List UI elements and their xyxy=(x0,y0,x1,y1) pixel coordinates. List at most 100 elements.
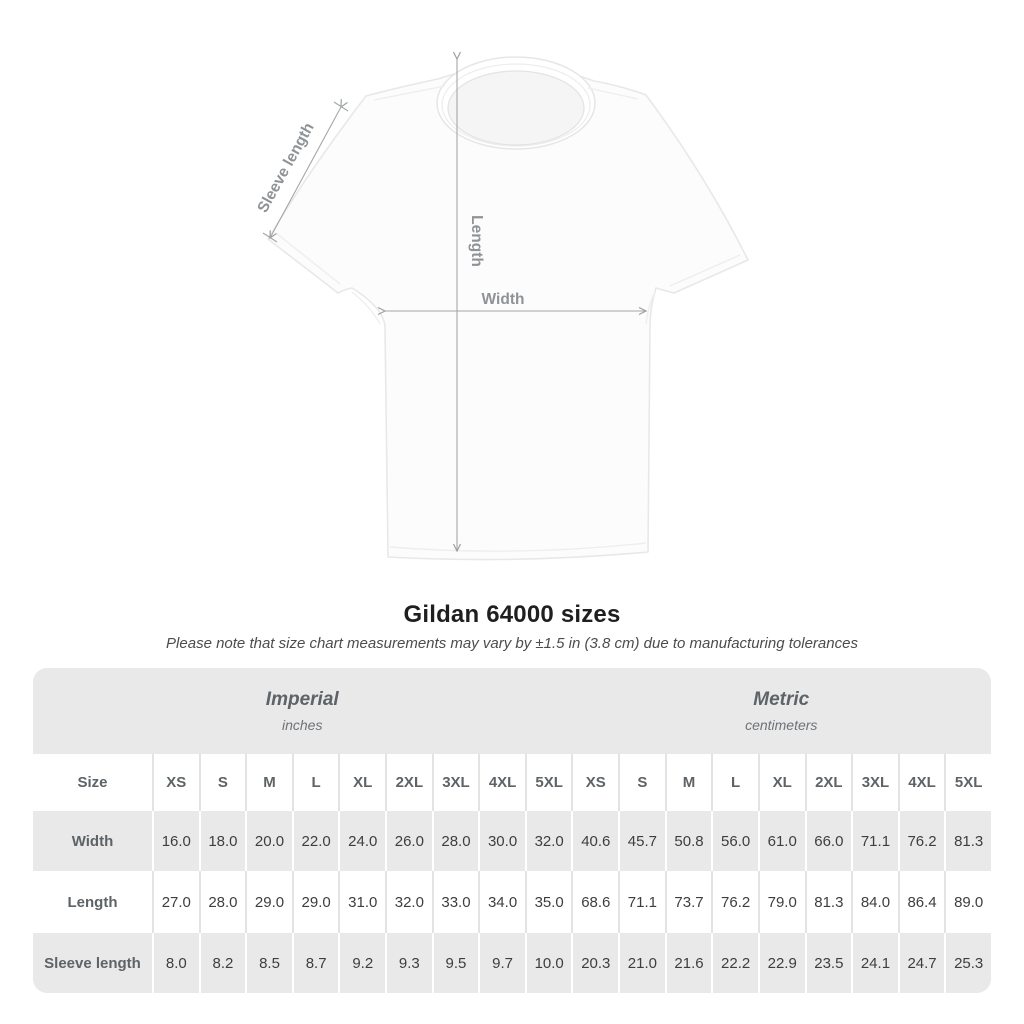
size-col-header-imperial: XS xyxy=(152,754,199,811)
size-col-header-imperial: L xyxy=(291,754,339,811)
measurement-value-cell: 18.0 xyxy=(198,811,246,871)
size-col-header-imperial: S xyxy=(198,754,246,811)
measurement-value-cell: 8.0 xyxy=(152,933,199,993)
measurement-value-cell: 10.0 xyxy=(524,933,572,993)
imperial-group-unit: inches xyxy=(282,717,323,733)
size-col-header-imperial: 2XL xyxy=(385,754,432,811)
size-chart-table: Imperial inches Metric centimeters Size … xyxy=(33,668,991,993)
size-col-header-imperial: XL xyxy=(338,754,386,811)
size-col-header-imperial: 3XL xyxy=(431,754,479,811)
measurement-value-cell: 9.7 xyxy=(478,933,525,993)
measurement-value-cell: 71.1 xyxy=(618,871,665,933)
measurement-value-cell: 29.0 xyxy=(291,871,339,933)
metric-group-header: Metric centimeters xyxy=(571,668,991,754)
measurement-value-cell: 68.6 xyxy=(571,871,619,933)
page-title: Gildan 64000 sizes xyxy=(403,601,621,628)
size-col-header-metric: 4XL xyxy=(897,754,945,811)
tshirt-illustration xyxy=(267,56,749,561)
unit-group-header-row: Imperial inches Metric centimeters xyxy=(33,668,991,754)
measurement-value-cell: 79.0 xyxy=(757,871,805,933)
measurement-value-cell: 32.0 xyxy=(385,871,432,933)
size-col-header-metric: 3XL xyxy=(851,754,898,811)
measurement-value-cell: 73.7 xyxy=(664,871,712,933)
measurement-value-cell: 21.0 xyxy=(618,933,665,993)
measurement-row: Sleeve length 8.0 8.2 8.5 8.7 9.2 9.3 9.5 9.7 10.… xyxy=(33,933,991,993)
measurement-value-cell: 22.2 xyxy=(711,933,758,993)
width-label: Width xyxy=(482,291,525,308)
size-corner-header: Size xyxy=(33,754,152,811)
measurement-value-cell: 9.5 xyxy=(431,933,479,993)
measurement-value-cell: 28.0 xyxy=(198,871,246,933)
measurement-value-cell: 22.0 xyxy=(291,811,339,871)
size-col-header-metric: M xyxy=(664,754,712,811)
size-col-header-imperial: 4XL xyxy=(478,754,525,811)
measurement-value-cell: 23.5 xyxy=(804,933,852,993)
size-chart-table-container: Imperial inches Metric centimeters Size … xyxy=(33,668,991,993)
measurement-value-cell: 25.3 xyxy=(944,933,991,993)
measurement-value-cell: 32.0 xyxy=(524,811,572,871)
measurement-value-cell: 30.0 xyxy=(478,811,525,871)
measurement-value-cell: 84.0 xyxy=(851,871,898,933)
measurement-value-cell: 20.3 xyxy=(571,933,619,993)
measurement-value-cell: 61.0 xyxy=(757,811,805,871)
measurement-value-cell: 40.6 xyxy=(571,811,619,871)
collar-band xyxy=(441,63,591,147)
measurement-value-cell: 56.0 xyxy=(711,811,758,871)
collar-opening xyxy=(447,70,585,146)
sleeve-length-arrow xyxy=(270,107,341,238)
measurement-value-cell: 20.0 xyxy=(245,811,292,871)
measurement-value-cell: 34.0 xyxy=(478,871,525,933)
length-label: Length xyxy=(468,215,485,267)
size-col-header-metric: 5XL xyxy=(944,754,991,811)
measurement-value-cell: 16.0 xyxy=(152,811,199,871)
measurement-value-cell: 24.0 xyxy=(338,811,386,871)
shirt-seams xyxy=(275,85,741,552)
measurement-row-label: Sleeve length xyxy=(33,933,152,993)
measurement-value-cell: 86.4 xyxy=(897,871,945,933)
size-col-header-metric: XL xyxy=(757,754,805,811)
sleeve-arrow-top-tick xyxy=(333,101,349,112)
size-col-header-imperial: M xyxy=(245,754,292,811)
measurement-value-cell: 66.0 xyxy=(804,811,852,871)
tolerance-note: Please note that size chart measurements… xyxy=(166,635,858,652)
size-col-header-metric: S xyxy=(618,754,665,811)
measurement-row-label: Width xyxy=(33,811,152,871)
metric-group-label: Metric xyxy=(753,689,810,710)
sleeve-arrow-bottom-tick xyxy=(262,232,278,243)
measurement-value-cell: 8.2 xyxy=(198,933,246,993)
measurement-value-cell: 35.0 xyxy=(524,871,572,933)
measurement-row-label: Length xyxy=(33,871,152,933)
measurement-value-cell: 50.8 xyxy=(664,811,712,871)
group-header-spacer: Imperial inches xyxy=(33,668,572,754)
size-col-header-metric: 2XL xyxy=(804,754,852,811)
measurement-value-cell: 9.3 xyxy=(385,933,432,993)
size-col-header-imperial: 5XL xyxy=(524,754,572,811)
imperial-group-label: Imperial xyxy=(265,689,339,710)
measurement-value-cell: 45.7 xyxy=(618,811,665,871)
measurement-value-cell: 9.2 xyxy=(338,933,386,993)
measurement-value-cell: 71.1 xyxy=(851,811,898,871)
size-col-header-metric: L xyxy=(711,754,758,811)
measurement-value-cell: 76.2 xyxy=(897,811,945,871)
measurement-value-cell: 76.2 xyxy=(711,871,758,933)
measurement-value-cell: 22.9 xyxy=(757,933,805,993)
measurement-value-cell: 29.0 xyxy=(245,871,292,933)
measurement-value-cell: 31.0 xyxy=(338,871,386,933)
size-header-row: Size XS S M L XL 2XL 3XL 4XL 5XL XS S M L XL 2XL 3XL 4XL… xyxy=(33,754,991,811)
measurement-row: Width 16.0 18.0 20.0 22.0 24.0 26.0 28.0 30.0 32.… xyxy=(33,811,991,871)
tshirt-diagram: Sleeve length Length Width xyxy=(254,0,749,561)
measurement-value-cell: 26.0 xyxy=(385,811,432,871)
measurement-value-cell: 81.3 xyxy=(944,811,991,871)
size-col-header-metric: XS xyxy=(571,754,619,811)
measurement-row: Length 27.0 28.0 29.0 29.0 31.0 32.0 33.0 34.0 35… xyxy=(33,871,991,933)
metric-group-unit: centimeters xyxy=(745,717,818,733)
measurement-value-cell: 24.1 xyxy=(851,933,898,993)
size-table-body: Width 16.0 18.0 20.0 22.0 24.0 26.0 28.0 30.0 32.… xyxy=(33,811,991,993)
measurement-value-cell: 89.0 xyxy=(944,871,991,933)
measurement-value-cell: 81.3 xyxy=(804,871,852,933)
measurement-value-cell: 24.7 xyxy=(897,933,945,993)
measurement-value-cell: 8.7 xyxy=(291,933,339,993)
measurement-value-cell: 21.6 xyxy=(664,933,712,993)
measurement-value-cell: 28.0 xyxy=(431,811,479,871)
